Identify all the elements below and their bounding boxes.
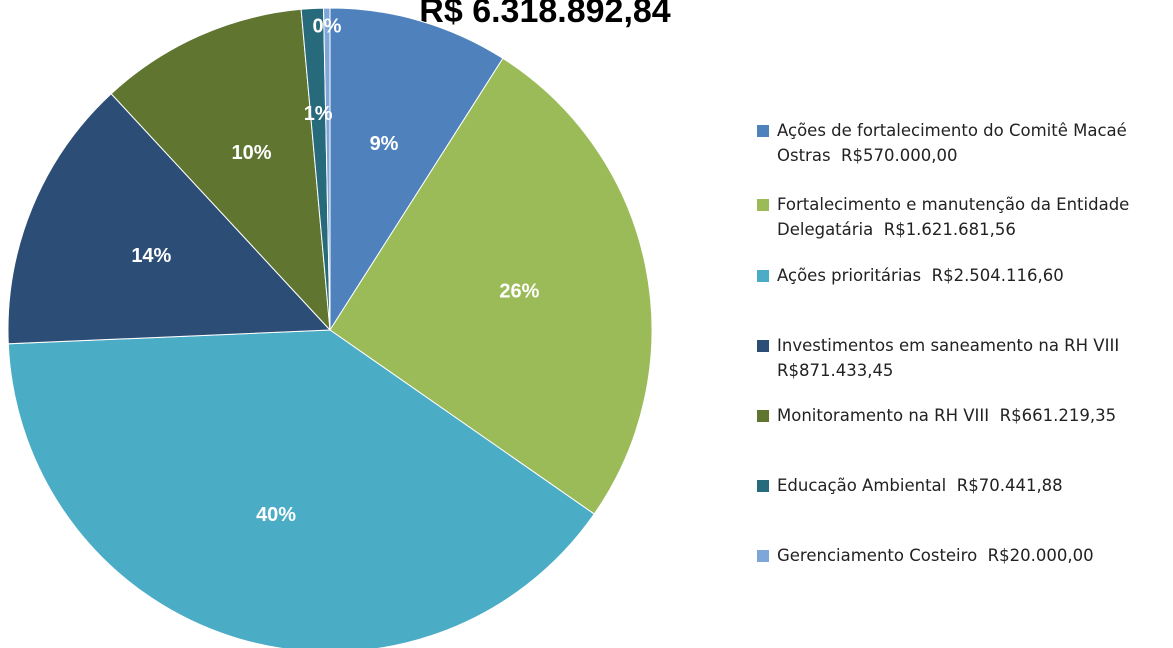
legend-swatch: [757, 270, 769, 282]
legend-swatch: [757, 480, 769, 492]
data-label: 9%: [370, 133, 399, 155]
legend-swatch: [757, 340, 769, 352]
data-label: 1%: [304, 103, 333, 125]
data-label: 14%: [131, 245, 171, 267]
legend-swatch: [757, 125, 769, 137]
data-label: 10%: [231, 142, 271, 164]
legend-label: Educação Ambiental R$70.441,88: [777, 476, 1063, 495]
chart-title: R$ 6.318.892,84: [419, 0, 671, 30]
legend-item: Fortalecimento e manutenção da Entidade …: [757, 192, 1167, 242]
legend-item: Gerenciamento Costeiro R$20.000,00: [757, 543, 1167, 568]
legend-item: Investimentos em saneamento na RH VIII R…: [757, 333, 1167, 383]
legend-swatch: [757, 199, 769, 211]
pie-slice: [323, 7, 331, 331]
pie-slice: [110, 8, 331, 332]
legend-item: Ações de fortalecimento do Comitê Macaé …: [757, 118, 1167, 168]
pie-slice: [329, 57, 653, 515]
pie-slice: [7, 329, 595, 648]
legend-label: Ações prioritárias R$2.504.116,60: [777, 266, 1064, 285]
pie-slice: [329, 7, 504, 332]
legend-label: Monitoramento na RH VIII R$661.219,35: [777, 406, 1117, 425]
legend-item: Ações prioritárias R$2.504.116,60: [757, 263, 1167, 288]
legend-swatch: [757, 550, 769, 562]
legend-item: Educação Ambiental R$70.441,88: [757, 473, 1167, 498]
legend-label: Ações de fortalecimento do Comitê Macaé …: [777, 121, 1133, 165]
legend-label: Gerenciamento Costeiro R$20.000,00: [777, 546, 1094, 565]
data-label: 40%: [256, 504, 296, 526]
data-label: 0%: [313, 16, 342, 38]
legend-item: Monitoramento na RH VIII R$661.219,35: [757, 403, 1167, 428]
legend-label: Investimentos em saneamento na RH VIII R…: [777, 336, 1130, 380]
pie-slice: [7, 93, 332, 345]
legend-label: Fortalecimento e manutenção da Entidade …: [777, 195, 1135, 239]
data-label: 26%: [499, 280, 539, 302]
legend-swatch: [757, 410, 769, 422]
